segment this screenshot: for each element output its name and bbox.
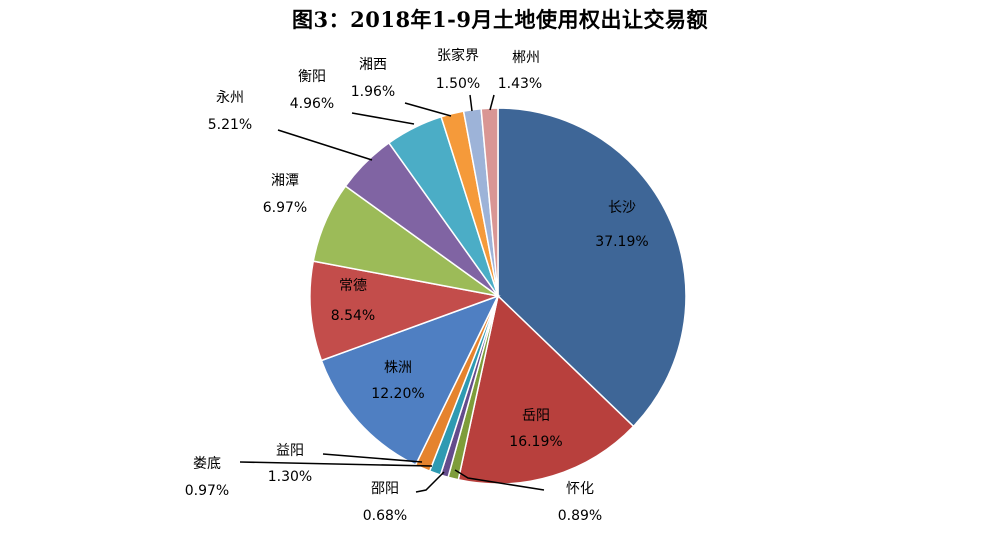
- leader-line-slice-13: [469, 94, 473, 112]
- slice-label-name-slice-3: 怀化: [566, 481, 594, 497]
- leader-line-slice-10: [277, 129, 373, 161]
- pie-slice-8: [309, 260, 501, 362]
- slice-label-pct-slice-3: 0.89%: [558, 508, 602, 524]
- slice-label-name-slice-10: 永州: [216, 90, 244, 106]
- slice-label-pct-slice-7: 12.20%: [371, 386, 424, 402]
- slice-label-name-slice-1: 长沙: [608, 200, 636, 216]
- pie-slice-2: [457, 294, 635, 485]
- slice-label-pct-slice-4: 0.68%: [363, 508, 407, 524]
- slice-label-name-slice-12: 湘西: [359, 57, 387, 73]
- slice-label-name-slice-14: 郴州: [512, 50, 540, 66]
- slice-label-pct-slice-8: 8.54%: [331, 308, 375, 324]
- slice-label-pct-slice-5: 0.97%: [185, 483, 229, 499]
- slice-label-name-slice-11: 衡阳: [298, 69, 326, 85]
- slice-label-pct-slice-6: 1.30%: [268, 469, 312, 485]
- slice-label-pct-slice-9: 6.97%: [263, 200, 307, 216]
- slice-label-name-slice-5: 娄底: [193, 456, 221, 472]
- slice-label-pct-slice-13: 1.50%: [436, 76, 480, 92]
- leader-line-slice-4: [415, 471, 445, 493]
- leader-line-slice-5: [239, 461, 433, 467]
- slice-label-name-slice-7: 株洲: [384, 360, 412, 376]
- slice-label-name-slice-13: 张家界: [437, 47, 479, 64]
- slice-label-pct-slice-10: 5.21%: [208, 117, 252, 133]
- slice-label-name-slice-4: 邵阳: [371, 481, 399, 497]
- leader-line-slice-6: [322, 453, 423, 463]
- slice-label-pct-slice-11: 4.96%: [290, 96, 334, 112]
- slice-label-pct-slice-1: 37.19%: [595, 234, 648, 250]
- chart-title: 图3：2018年1-9月土地使用权出让交易额: [292, 7, 708, 32]
- slice-label-name-slice-8: 常德: [339, 278, 367, 294]
- slice-label-name-slice-2: 岳阳: [522, 408, 550, 424]
- pie-slice-14: [480, 107, 499, 297]
- slice-label-pct-slice-12: 1.96%: [351, 84, 395, 100]
- leader-line-slice-11: [351, 112, 415, 125]
- slice-label-pct-slice-14: 1.43%: [498, 76, 542, 92]
- slice-label-name-slice-6: 益阳: [276, 443, 304, 459]
- pie-slice-1: [497, 107, 687, 428]
- leader-line-slice-14: [489, 94, 495, 111]
- slice-label-pct-slice-2: 16.19%: [509, 434, 562, 450]
- leader-line-slice-12: [404, 102, 452, 117]
- leader-line-slice-3: [454, 469, 545, 491]
- slice-label-name-slice-9: 湘潭: [271, 172, 299, 189]
